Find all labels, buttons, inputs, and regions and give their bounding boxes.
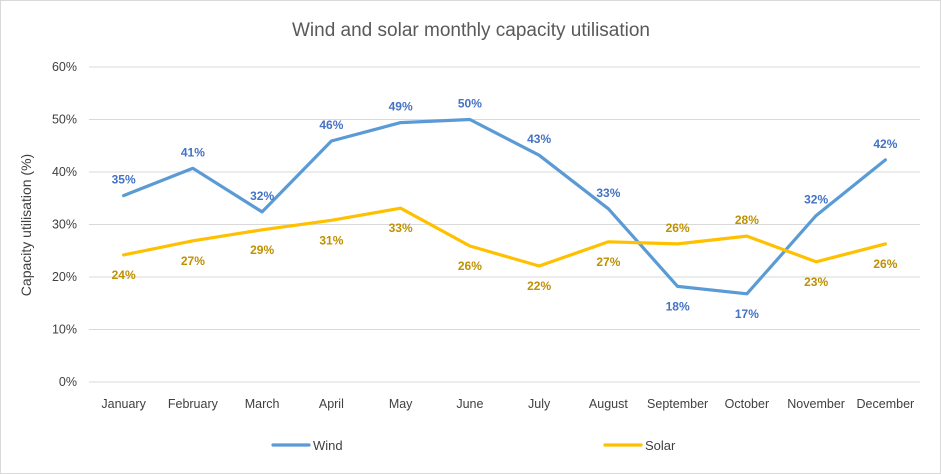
data-label-wind: 50% [458,97,482,111]
legend-label-wind: Wind [313,438,343,453]
data-label-solar: 27% [181,254,205,268]
x-tick-label: October [725,397,769,411]
data-label-wind: 41% [181,145,205,159]
y-axis-label: Capacity utilisation (%) [18,154,34,296]
y-tick-label: 40% [52,165,77,179]
data-label-solar: 29% [250,243,274,257]
x-tick-label: November [787,397,845,411]
x-tick-label: July [528,397,551,411]
data-label-wind: 35% [112,173,136,187]
y-tick-label: 50% [52,113,77,127]
series-line-wind [121,117,888,296]
chart-title: Wind and solar monthly capacity utilisat… [292,20,650,41]
data-label-solar: 31% [319,233,343,247]
data-label-solar: 26% [873,257,897,271]
data-label-solar: 23% [804,275,828,289]
x-tick-label: January [101,397,146,411]
legend-label-solar: Solar [645,438,676,453]
y-tick-label: 60% [52,60,77,74]
y-tick-label: 0% [59,375,77,389]
data-label-solar: 26% [666,221,690,235]
x-tick-label: September [647,397,708,411]
data-label-wind: 17% [735,307,759,321]
data-label-solar: 26% [458,259,482,273]
x-tick-label: April [319,397,344,411]
data-label-solar: 27% [596,255,620,269]
y-tick-label: 30% [52,218,77,232]
data-label-wind: 32% [804,193,828,207]
x-tick-label: February [168,397,219,411]
x-tick-labels: January February March April May June July Augu… [101,397,914,411]
data-label-solar: 33% [389,221,413,235]
x-tick-label: August [589,397,628,411]
x-tick-label: March [245,397,280,411]
series-lines [121,117,888,296]
data-label-wind: 42% [873,137,897,151]
data-label-solar: 22% [527,279,551,293]
y-tick-labels: 0% 10% 20% 30% 40% 50% 60% [52,60,77,389]
x-tick-label: December [857,397,915,411]
data-label-solar: 24% [112,268,136,282]
x-tick-label: May [389,397,413,411]
data-label-wind: 49% [389,100,413,114]
y-tick-label: 20% [52,270,77,284]
data-label-wind: 43% [527,132,551,146]
legend: Wind Solar [271,438,676,453]
data-label-wind: 18% [666,299,690,313]
x-tick-label: June [456,397,483,411]
data-label-wind: 33% [596,186,620,200]
data-label-solar: 28% [735,213,759,227]
data-label-wind: 46% [319,118,343,132]
y-tick-label: 10% [52,323,77,337]
data-labels: 35% 41% 32% 46% 49% 50% 43% 33% 18% 17% 32% 42% 24% 2… [112,97,898,321]
data-label-wind: 32% [250,189,274,203]
gridlines [89,66,920,383]
series-line-solar [121,206,888,268]
